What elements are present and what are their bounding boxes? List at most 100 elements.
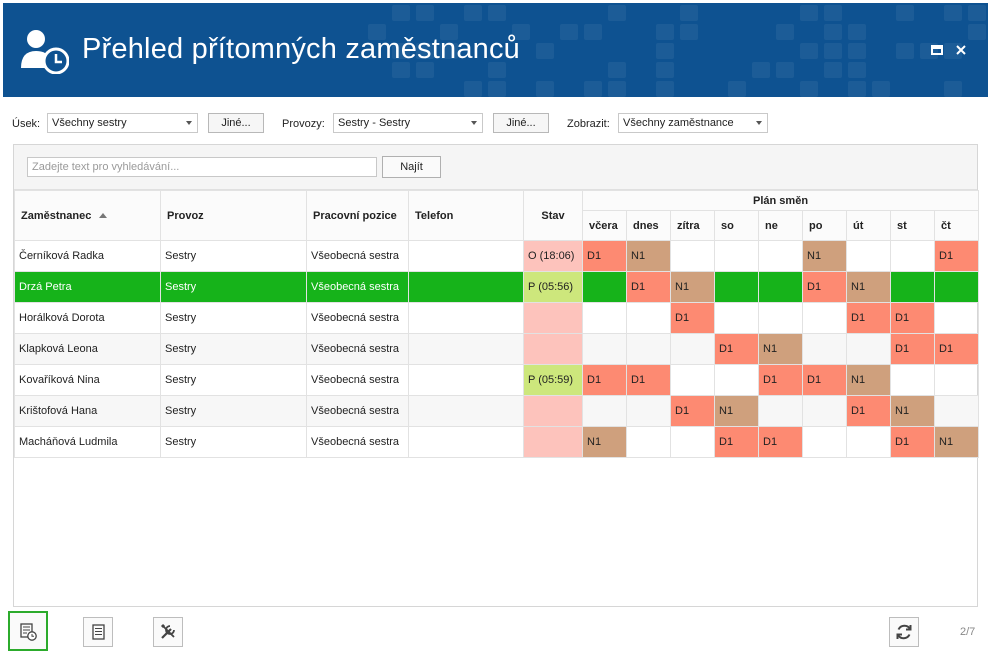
- employee-phone: [409, 427, 524, 458]
- employee-name: Černíková Radka: [15, 241, 161, 272]
- column-header-provoz[interactable]: Provoz: [161, 191, 307, 241]
- shift-cell: D1: [583, 365, 627, 396]
- shift-cell: D1: [935, 334, 979, 365]
- shift-cell: D1: [671, 303, 715, 334]
- tools-icon: [154, 618, 182, 646]
- maximize-icon[interactable]: [930, 43, 944, 57]
- filter-bar: Úsek: Všechny sestry Jiné... Provozy: Se…: [0, 112, 991, 134]
- decorative-tile: [584, 81, 602, 97]
- search-input[interactable]: Zadejte text pro vyhledávání...: [27, 157, 377, 177]
- shift-cell: N1: [583, 427, 627, 458]
- employee-name: Krištofová Hana: [15, 396, 161, 427]
- day-header[interactable]: st: [891, 211, 935, 241]
- day-header[interactable]: zítra: [671, 211, 715, 241]
- employee-provoz: Sestry: [161, 365, 307, 396]
- column-header-position[interactable]: Pracovní pozice: [307, 191, 409, 241]
- decorative-tile: [656, 62, 674, 78]
- employee-provoz: Sestry: [161, 272, 307, 303]
- day-header[interactable]: út: [847, 211, 891, 241]
- shift-cell: [671, 334, 715, 365]
- shift-cell: N1: [715, 396, 759, 427]
- decorative-tile: [464, 5, 482, 21]
- decorative-tile: [752, 62, 770, 78]
- shift-cell: D1: [627, 365, 671, 396]
- shift-cell: [671, 365, 715, 396]
- shift-cell: N1: [627, 241, 671, 272]
- table-row[interactable]: Macháňová Ludmila Sestry Všeobecná sestra N…: [15, 427, 979, 458]
- employee-position: Všeobecná sestra: [307, 365, 409, 396]
- decorative-tile: [944, 81, 962, 97]
- table-row[interactable]: Klapková Leona Sestry Všeobecná sestra D1 N1…: [15, 334, 979, 365]
- attendance-overview-button[interactable]: [8, 611, 48, 651]
- day-header[interactable]: po: [803, 211, 847, 241]
- table-row[interactable]: Kovaříková Nina Sestry Všeobecná sestra P (…: [15, 365, 979, 396]
- usek-other-button[interactable]: Jiné...: [208, 113, 264, 133]
- day-header[interactable]: čt: [935, 211, 979, 241]
- shift-cell: N1: [935, 427, 979, 458]
- settings-button[interactable]: [153, 617, 183, 647]
- day-header[interactable]: so: [715, 211, 759, 241]
- usek-select[interactable]: Všechny sestry: [47, 113, 198, 133]
- shift-cell: [715, 303, 759, 334]
- decorative-tile: [800, 5, 818, 21]
- decorative-tile: [584, 24, 602, 40]
- decorative-tile: [800, 43, 818, 59]
- shift-cell: [759, 241, 803, 272]
- decorative-tile: [656, 43, 674, 59]
- shift-cell: [891, 241, 935, 272]
- decorative-tile: [680, 5, 698, 21]
- shift-cell: [759, 303, 803, 334]
- attendance-clock-icon: [19, 28, 69, 74]
- shift-cell: D1: [583, 241, 627, 272]
- employee-provoz: Sestry: [161, 334, 307, 365]
- column-header-employee[interactable]: Zaměstnanec: [15, 191, 161, 241]
- column-header-state[interactable]: Stav: [524, 191, 583, 241]
- decorative-tile: [896, 43, 914, 59]
- employee-position: Všeobecná sestra: [307, 241, 409, 272]
- employee-state: [524, 396, 583, 427]
- shift-cell: [891, 365, 935, 396]
- employee-state: P (05:56): [524, 272, 583, 303]
- decorative-tile: [536, 43, 554, 59]
- close-icon[interactable]: [954, 43, 968, 57]
- decorative-tile: [656, 81, 674, 97]
- employee-state: [524, 334, 583, 365]
- search-button[interactable]: Najít: [382, 156, 441, 178]
- document-button[interactable]: [83, 617, 113, 647]
- provozy-select[interactable]: Sestry - Sestry: [333, 113, 483, 133]
- shift-cell: [583, 334, 627, 365]
- shift-cell: [671, 241, 715, 272]
- decorative-tile: [728, 81, 746, 97]
- table-row[interactable]: Černíková Radka Sestry Všeobecná sestra O (…: [15, 241, 979, 272]
- decorative-tile: [608, 5, 626, 21]
- employee-phone: [409, 334, 524, 365]
- employee-provoz: Sestry: [161, 396, 307, 427]
- day-header[interactable]: včera: [583, 211, 627, 241]
- chevron-down-icon: [756, 121, 762, 125]
- title-bar: Přehled přítomných zaměstnanců: [3, 3, 988, 97]
- zobrazit-select[interactable]: Všechny zaměstnance: [618, 113, 768, 133]
- employee-phone: [409, 272, 524, 303]
- table-row[interactable]: Horálková Dorota Sestry Všeobecná sestra D1…: [15, 303, 979, 334]
- table-row[interactable]: Drzá Petra Sestry Všeobecná sestra P (05:56…: [15, 272, 979, 303]
- zobrazit-label: Zobrazit:: [567, 118, 610, 130]
- table-row[interactable]: Krištofová Hana Sestry Všeobecná sestra D1 N…: [15, 396, 979, 427]
- shift-cell: [803, 396, 847, 427]
- shift-cell: N1: [671, 272, 715, 303]
- employee-state: [524, 303, 583, 334]
- shift-cell: [715, 241, 759, 272]
- provozy-other-button[interactable]: Jiné...: [493, 113, 549, 133]
- employee-phone: [409, 303, 524, 334]
- decorative-tile: [824, 5, 842, 21]
- zobrazit-value: Všechny zaměstnance: [623, 117, 734, 129]
- shift-cell: [671, 427, 715, 458]
- shift-cell: [803, 427, 847, 458]
- day-header[interactable]: ne: [759, 211, 803, 241]
- day-header[interactable]: dnes: [627, 211, 671, 241]
- shift-cell: [627, 303, 671, 334]
- column-header-phone[interactable]: Telefon: [409, 191, 524, 241]
- refresh-button[interactable]: [889, 617, 919, 647]
- decorative-tile: [800, 81, 818, 97]
- page-indicator: 2/7: [960, 626, 975, 638]
- decorative-tile: [848, 62, 866, 78]
